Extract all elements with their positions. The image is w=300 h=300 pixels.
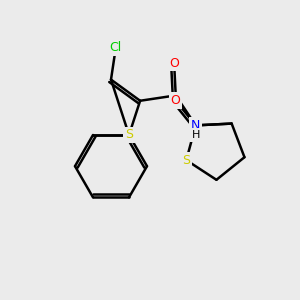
- Text: S: S: [182, 154, 190, 166]
- Text: S: S: [125, 128, 133, 142]
- Text: Cl: Cl: [110, 41, 122, 54]
- Text: N: N: [191, 119, 200, 132]
- Text: O: O: [169, 57, 179, 70]
- Text: H: H: [191, 130, 200, 140]
- Text: O: O: [170, 94, 180, 106]
